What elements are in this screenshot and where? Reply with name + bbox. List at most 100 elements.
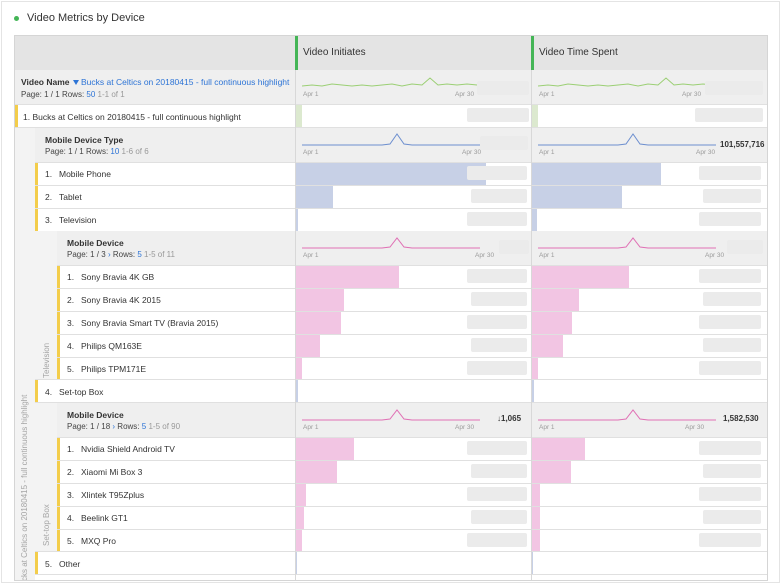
video-name-pagination: Page: 1 / 1 Rows: 50 1-1 of 1 [21,90,125,99]
bar-video-initiates [296,312,341,334]
bar-video-initiates [296,266,399,288]
device-type-row-other[interactable]: 5. Other [45,559,81,569]
rows-selector[interactable]: 50 [86,90,96,99]
bar-video-initiates [296,461,337,483]
row-accent [57,530,60,552]
stb-device-row[interactable]: 3. Xlintek T95Zplus [67,490,144,500]
row-label: Tablet [59,192,82,202]
row-divider [35,185,767,186]
value-redacted [699,166,761,180]
bar-video-initiates [296,438,354,460]
tv-device-row[interactable]: 5. Philips TPM171E [67,364,146,374]
column-total: 1,582,530 [723,414,759,423]
video-name-filter[interactable]: Bucks at Celtics on 20180415 - full cont… [73,77,289,87]
bar-video-time-spent [532,358,538,380]
value-redacted [699,212,761,226]
row-label: Nvidia Shield Android TV [81,444,175,454]
row-number: 3. [45,215,53,225]
row-accent [35,186,38,208]
row-accent [57,507,60,529]
row-label: Beelink GT1 [81,513,128,523]
value-redacted [467,361,527,375]
bar-video-initiates [296,552,297,574]
row-divider [57,265,767,266]
tv-device-row[interactable]: 4. Philips QM163E [67,341,142,351]
row-number: 1. [67,272,75,282]
rows-selector[interactable]: 5 [141,422,147,431]
device-type-row[interactable]: 3. Television [45,215,96,225]
sparkline-video-time-spent [538,237,716,249]
row-accent [35,380,38,402]
sparkline-video-time-spent [538,409,716,421]
value-redacted [467,441,527,455]
row-number: 5. [67,364,75,374]
panel-status-dot [14,15,19,21]
column-header-video-time-spent[interactable]: Video Time Spent [531,36,767,70]
row-accent [35,163,38,185]
bar-video-initiates [296,358,302,380]
value-redacted [467,487,527,501]
stb-device-row[interactable]: 1. Nvidia Shield Android TV [67,444,175,454]
column-total-redacted [705,81,763,95]
value-redacted [703,338,761,352]
tv-device-row[interactable]: 2. Sony Bravia 4K 2015 [67,295,161,305]
bar-video-initiates [296,105,302,127]
tv-device-row[interactable]: 3. Sony Bravia Smart TV (Bravia 2015) [67,318,218,328]
axis-end-label: Apr 30 [682,91,702,98]
column-total: 101,557,716 [720,140,765,149]
sparkline-video-time-spent [538,77,714,87]
video-row-label[interactable]: 1. Bucks at Celtics on 20180415 - full c… [23,112,241,122]
value-redacted [471,189,527,203]
row-number: 2. [45,192,53,202]
row-accent [57,312,60,334]
bar-video-time-spent [532,484,540,506]
bar-video-time-spent [532,105,538,127]
column-header-label: Video Initiates [303,47,366,58]
axis-start-label: Apr 1 [539,91,555,98]
value-redacted [699,487,761,501]
device-type-row[interactable]: 2. Tablet [45,192,82,202]
row-accent [35,209,38,231]
sparkline-video-initiates [302,133,480,146]
stb-device-row[interactable]: 5. MXQ Pro [67,536,116,546]
row-accent [57,289,60,311]
row-accent [57,266,60,288]
bar-video-initiates [296,484,306,506]
rows-selector[interactable]: 10 [110,147,120,156]
column-header-video-initiates[interactable]: Video Initiates [295,36,531,70]
tv-device-row[interactable]: 1. Sony Bravia 4K GB [67,272,154,282]
next-page-chevron-icon[interactable]: › [112,422,116,431]
row-number: 4. [67,513,75,523]
row-number: 1. [45,169,53,179]
next-page-chevron-icon[interactable]: › [107,250,111,259]
row-divider [57,357,767,358]
row-divider [57,288,767,289]
bar-video-time-spent [532,186,622,208]
bar-video-time-spent [532,163,661,185]
device-type-row[interactable]: 1. Mobile Phone [45,169,111,179]
bar-video-time-spent [532,289,579,311]
bar-video-time-spent [532,380,534,402]
axis-end-label: Apr 30 [455,91,475,98]
axis-start-label: Apr 1 [303,91,319,98]
bar-video-time-spent [532,507,540,529]
value-redacted [699,361,761,375]
column-header-label: Video Time Spent [539,47,618,58]
device-type-row-set-top-box[interactable]: 4. Set-top Box [45,387,104,397]
panel-title[interactable]: Video Metrics by Device [14,12,145,24]
bar-video-time-spent [532,312,572,334]
stb-device-row[interactable]: 2. Xiaomi Mi Box 3 [67,467,142,477]
row-divider [57,529,767,530]
sparkline-video-initiates [302,237,480,249]
row-accent [57,484,60,506]
row-number: 2. [67,467,75,477]
stb-device-row[interactable]: 4. Beelink GT1 [67,513,128,523]
bar-video-initiates [296,335,320,357]
row-accent [35,552,38,574]
value-redacted [699,533,761,547]
bar-video-initiates [296,380,298,402]
bar-video-initiates [296,289,344,311]
rows-selector[interactable]: 5 [137,250,142,259]
value-redacted [471,292,527,306]
filter-icon [73,80,79,86]
